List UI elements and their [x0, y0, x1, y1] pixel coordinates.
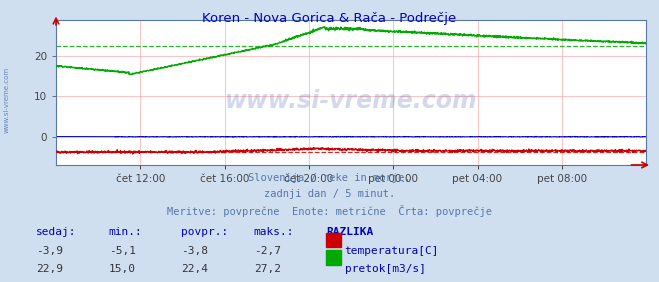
Text: www.si-vreme.com: www.si-vreme.com: [3, 67, 10, 133]
Text: sedaj:: sedaj:: [36, 227, 76, 237]
Text: -3,9: -3,9: [36, 246, 63, 256]
Text: -3,8: -3,8: [181, 246, 208, 256]
Text: maks.:: maks.:: [254, 227, 294, 237]
Text: -5,1: -5,1: [109, 246, 136, 256]
Text: min.:: min.:: [109, 227, 142, 237]
Text: 22,4: 22,4: [181, 264, 208, 274]
Text: povpr.:: povpr.:: [181, 227, 229, 237]
Text: pretok[m3/s]: pretok[m3/s]: [345, 264, 426, 274]
Text: www.si-vreme.com: www.si-vreme.com: [225, 89, 477, 113]
Text: Slovenija / reke in morje.: Slovenija / reke in morje.: [248, 173, 411, 183]
Text: RAZLIKA: RAZLIKA: [326, 227, 374, 237]
Text: 27,2: 27,2: [254, 264, 281, 274]
Text: Meritve: povprečne  Enote: metrične  Črta: povprečje: Meritve: povprečne Enote: metrične Črta:…: [167, 205, 492, 217]
Text: 15,0: 15,0: [109, 264, 136, 274]
Text: -2,7: -2,7: [254, 246, 281, 256]
Text: temperatura[C]: temperatura[C]: [345, 246, 439, 256]
Text: Koren - Nova Gorica & Rača - Podrečje: Koren - Nova Gorica & Rača - Podrečje: [202, 12, 457, 25]
Text: 22,9: 22,9: [36, 264, 63, 274]
Text: zadnji dan / 5 minut.: zadnji dan / 5 minut.: [264, 189, 395, 199]
